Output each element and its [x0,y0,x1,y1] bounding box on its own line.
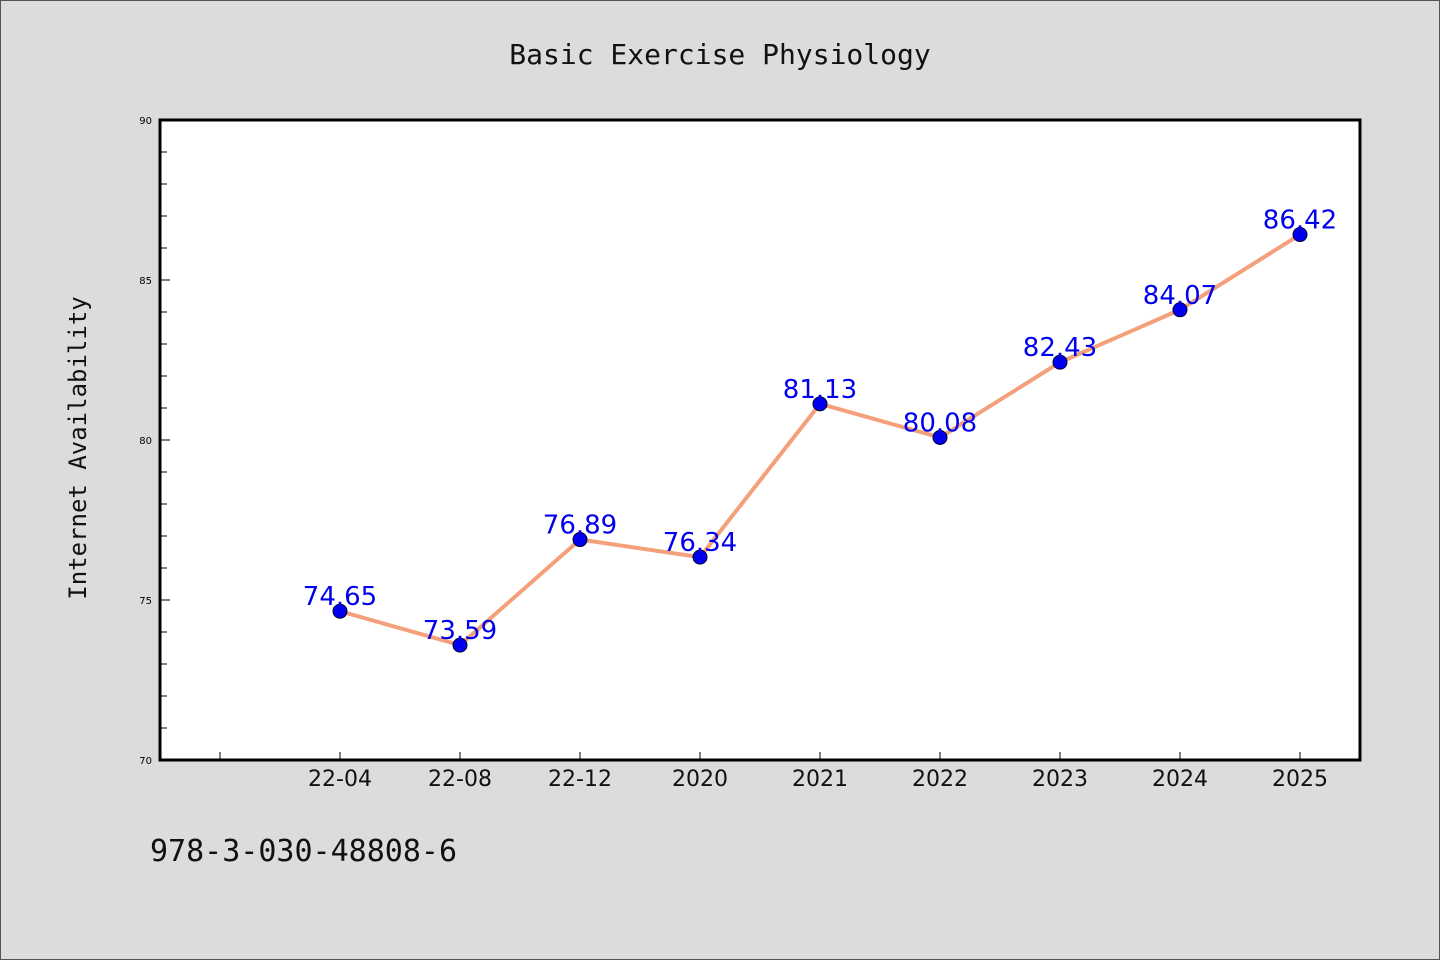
y-tick-label: 70 [139,756,152,767]
data-label: 81.13 [783,375,857,405]
x-tick-label: 2020 [672,767,728,792]
data-point [932,429,948,445]
data-point [812,396,828,412]
data-point [1172,302,1188,318]
data-series: 74.65 73.59 76.89 76.34 81.13 80.08 82.43 84.07… [303,206,1337,653]
y-tick-label: 85 [139,276,152,287]
data-point [332,603,348,619]
y-tick-label: 80 [139,436,152,447]
x-tick-label: 22-12 [548,767,612,792]
chart-title: Basic Exercise Physiology [509,38,930,71]
y-tick-label: 75 [139,596,152,607]
data-label: 76.89 [543,511,617,541]
data-point [452,637,468,653]
x-axis-ticks: 22-04 22-08 22-12 2020 2021 2022 2023 2024 2025 [219,752,1328,792]
data-label: 86.42 [1263,206,1337,236]
y-axis-label: Internet Availability [64,296,92,599]
y-tick-label: 90 [139,116,152,127]
data-point [1052,354,1068,370]
data-point [1292,227,1308,243]
x-tick-label: 2022 [912,767,968,792]
data-point [572,532,588,548]
x-tick-label: 22-04 [308,767,372,792]
data-point [692,549,708,565]
data-label: 73.59 [423,616,497,646]
x-tick-label: 2023 [1032,767,1088,792]
x-tick-label: 2025 [1272,767,1328,792]
data-label: 82.43 [1023,333,1097,363]
data-label: 74.65 [303,582,377,612]
data-label: 80.08 [903,408,977,438]
x-tick-label: 2024 [1152,767,1208,792]
plot-area [158,118,1362,762]
x-tick-label: 2021 [792,767,848,792]
y-axis-ticks: 70 75 80 85 90 [139,116,170,767]
x-tick-label: 22-08 [428,767,492,792]
data-label: 76.34 [663,528,737,558]
isbn-caption: 978-3-030-48808-6 [150,834,458,869]
data-label: 84.07 [1143,281,1217,311]
